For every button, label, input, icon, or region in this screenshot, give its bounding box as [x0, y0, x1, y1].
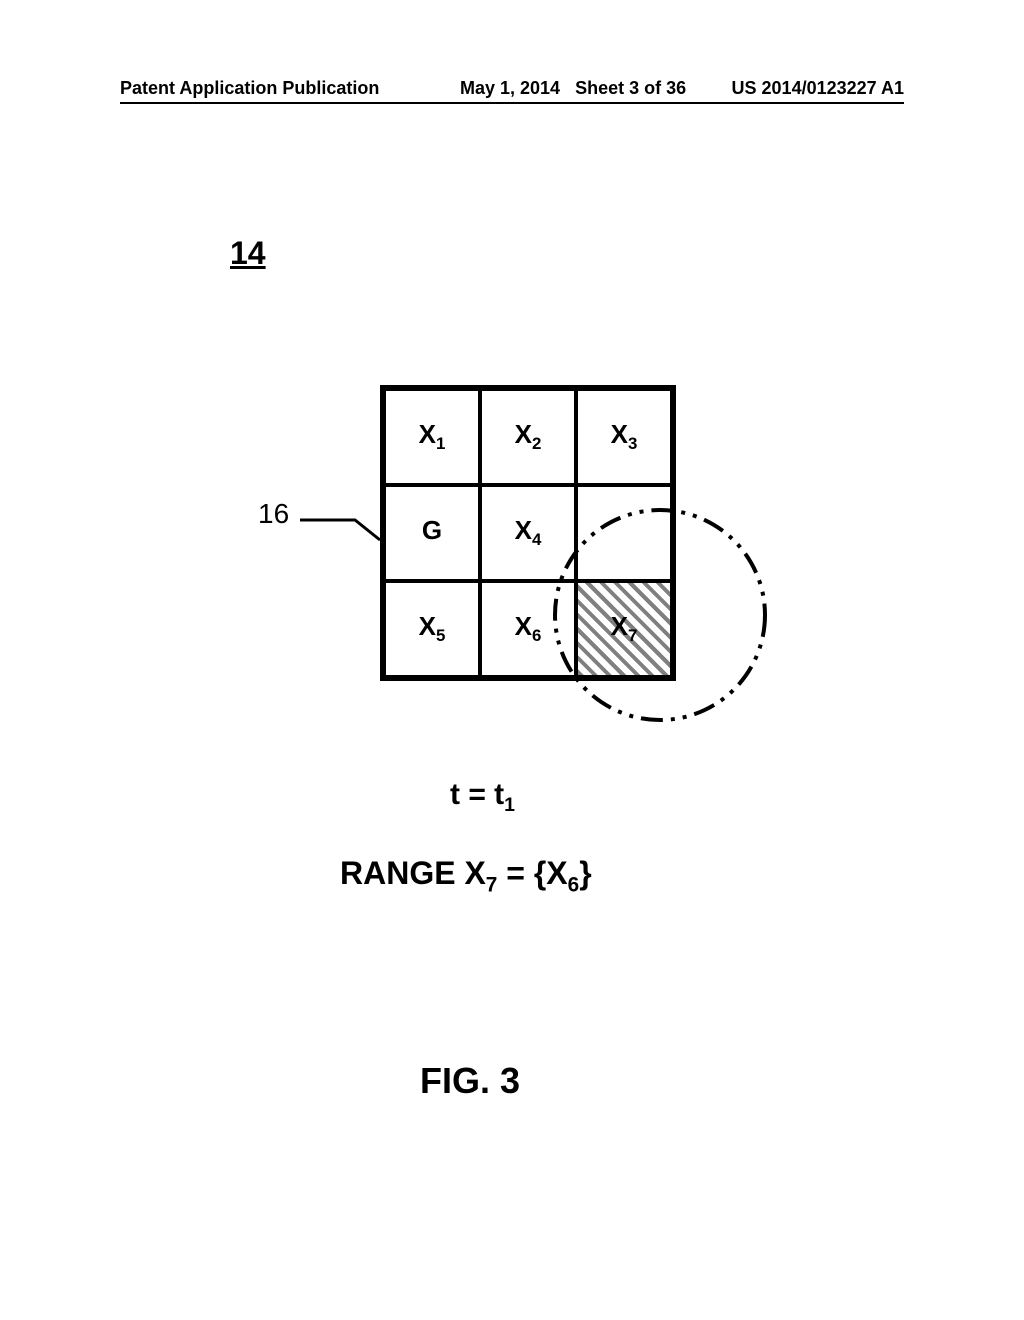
cell-label: X5 [419, 611, 446, 646]
reference-16: 16 [258, 498, 289, 530]
cell-label: X6 [515, 611, 542, 646]
leader-line-16 [300, 505, 390, 545]
range-label: RANGE X7 = {X6} [340, 855, 592, 897]
header-sheet: Sheet 3 of 36 [575, 78, 686, 98]
cell-label: G [422, 515, 442, 550]
cell-label: X3 [611, 419, 638, 454]
reference-14: 14 [230, 235, 266, 272]
figure-label: FIG. 3 [420, 1060, 520, 1102]
cell-x4: X4 [480, 485, 576, 581]
header-left: Patent Application Publication [120, 78, 379, 99]
cell-g: G [384, 485, 480, 581]
header-mid: May 1, 2014 Sheet 3 of 36 [460, 78, 686, 99]
cell-label: X2 [515, 419, 542, 454]
grid-3x3: X1 X2 X3 G X4 X5 X6 X7 [380, 385, 676, 681]
cell-x5: X5 [384, 581, 480, 677]
time-label: t = t1 [450, 778, 515, 817]
page: Patent Application Publication May 1, 20… [0, 0, 1024, 1320]
cell-label: X7 [611, 611, 638, 646]
header-rule [120, 102, 904, 104]
cell-empty [576, 485, 672, 581]
header-date: May 1, 2014 [460, 78, 560, 98]
header-right: US 2014/0123227 A1 [732, 78, 904, 99]
cell-x1: X1 [384, 389, 480, 485]
cell-label: X1 [419, 419, 446, 454]
cell-label: X4 [515, 515, 542, 550]
cell-x7: X7 [576, 581, 672, 677]
cell-x3: X3 [576, 389, 672, 485]
cell-x6: X6 [480, 581, 576, 677]
cell-x2: X2 [480, 389, 576, 485]
